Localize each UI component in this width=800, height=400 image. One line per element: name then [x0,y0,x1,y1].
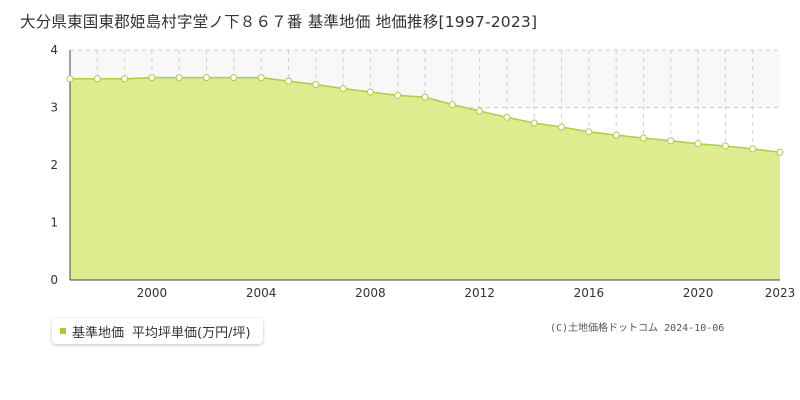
x-tick-label: 2012 [464,286,495,300]
y-tick-label: 2 [50,158,58,172]
data-point [175,74,183,82]
data-point [121,75,129,83]
y-tick-label: 0 [50,273,58,287]
data-point [503,113,511,121]
data-point [558,123,565,131]
legend-swatch [60,328,66,334]
data-point [93,75,101,83]
data-point [421,93,429,101]
data-point [285,77,292,85]
data-point [749,145,757,153]
x-tick-label: 2008 [355,286,386,300]
data-point [148,74,156,82]
x-tick-label: 2004 [246,286,277,300]
legend-label: 基準地価 [72,325,125,341]
legend: 基準地価 平均坪単価(万円/坪) [52,318,263,344]
data-point [476,107,484,115]
credit-source: (C)土地価格ドットコム [550,323,659,334]
data-point [721,142,729,150]
x-tick-label: 2016 [574,286,605,300]
x-tick-label: 2023 [765,286,796,300]
data-point [530,119,538,127]
data-point [203,74,210,82]
data-point [257,74,265,82]
credit: (C)土地価格ドットコム 2024-10-06 [550,319,724,334]
series-area [70,77,780,280]
data-point [366,88,374,96]
y-tick-label: 1 [50,216,58,230]
legend-unit: 平均坪単価(万円/坪) [132,325,251,341]
data-point [230,74,238,82]
data-point [66,75,74,83]
x-tick-label: 2020 [683,286,714,300]
data-point [776,148,784,156]
chart-title: 大分県東国東郡姫島村字堂ノ下８６７番 基準地価 地価推移[1997-2023] [20,13,538,31]
data-point [394,91,402,99]
data-point [448,101,456,109]
x-tick-label: 2000 [137,286,168,300]
data-point [640,134,647,142]
data-point [667,137,675,145]
data-point [612,131,620,139]
credit-date: 2024-10-06 [664,323,725,334]
y-tick-label: 4 [50,43,58,57]
data-point [339,85,347,92]
y-tick-label: 3 [50,101,58,115]
data-point [585,128,593,136]
data-point [694,140,702,148]
data-point [312,81,320,88]
